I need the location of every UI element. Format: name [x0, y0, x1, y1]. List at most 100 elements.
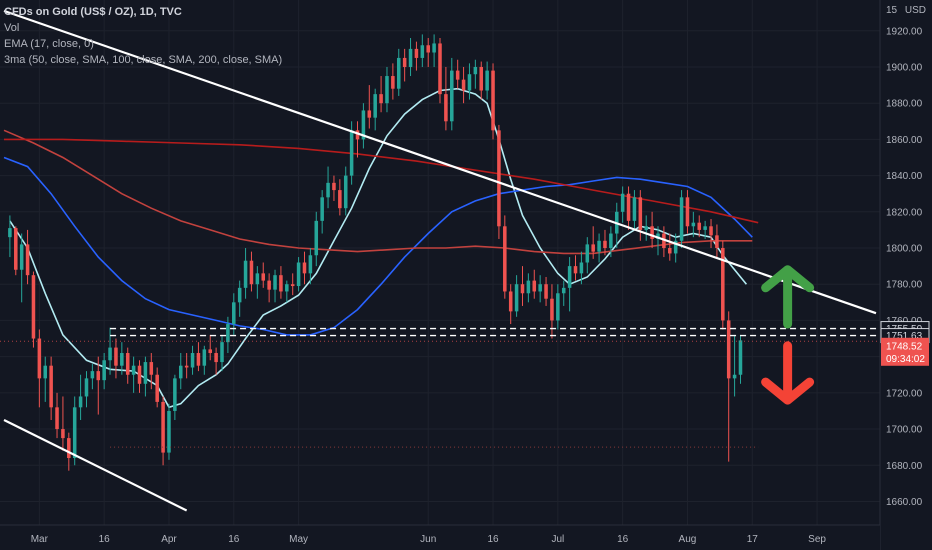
candle: [685, 190, 690, 234]
candle-body: [373, 94, 377, 118]
candle-body: [650, 226, 654, 239]
candle-body: [102, 360, 106, 381]
candle: [96, 356, 101, 415]
candle-body: [379, 94, 383, 104]
candle-body: [114, 347, 118, 366]
candle: [532, 269, 537, 299]
bar-countdown-label: 09:34:02: [886, 354, 925, 365]
candle: [656, 226, 660, 256]
candle-body: [597, 240, 601, 252]
candle-body: [656, 233, 660, 239]
candle: [72, 396, 77, 466]
symbol-title[interactable]: CFDs on Gold (US$ / OZ), 1D, TVC: [4, 6, 182, 18]
price-axis[interactable]: 1660.001680.001700.001720.001740.001760.…: [879, 0, 932, 550]
candle-body: [14, 228, 18, 270]
current-price-label: 1748.52: [886, 341, 923, 352]
price-tick-label: 1880.00: [886, 99, 923, 110]
time-tick-label: May: [289, 534, 308, 545]
candle: [243, 248, 248, 299]
candle: [591, 226, 595, 259]
candle-body: [167, 410, 171, 453]
candle-body: [473, 66, 478, 75]
candle: [455, 59, 460, 89]
candle-body: [508, 291, 513, 312]
candle: [408, 38, 413, 77]
candle-body: [609, 233, 613, 249]
candle-body: [55, 407, 59, 430]
candle: [19, 233, 24, 303]
candle-body: [414, 48, 419, 58]
current-price-tag-box: [881, 337, 929, 366]
candle-body: [585, 244, 590, 263]
candle: [326, 166, 330, 209]
candle-body: [514, 284, 519, 312]
candle: [208, 334, 212, 361]
time-tick-label: Jul: [551, 534, 564, 545]
candle-body: [691, 222, 696, 227]
candle-body: [485, 70, 489, 91]
candle-body: [84, 378, 89, 397]
candle: [715, 224, 719, 258]
price-tick-label: 1780.00: [886, 280, 923, 291]
candle: [338, 179, 342, 216]
candle-body: [155, 374, 159, 402]
candle-body: [8, 228, 12, 238]
candle: [709, 219, 713, 249]
candle-body: [685, 197, 690, 227]
candle: [102, 353, 106, 390]
time-axis[interactable]: Mar 16 Apr 16 May Jun 16 Jul 16 Aug 17 Sep: [0, 524, 880, 550]
candle-body: [532, 280, 537, 292]
candle-body: [120, 353, 124, 366]
candle: [544, 276, 548, 306]
candle-body: [285, 284, 289, 292]
candle: [302, 251, 307, 285]
time-tick-label: 16: [228, 534, 240, 545]
price-tick-label: 1660.00: [886, 497, 923, 508]
candle: [550, 284, 554, 339]
candle: [579, 251, 584, 285]
candle: [237, 280, 242, 317]
candle: [503, 215, 507, 299]
candle: [438, 38, 442, 104]
candle: [290, 273, 295, 296]
candle: [673, 233, 678, 263]
candle: [149, 353, 154, 390]
candle-body: [131, 365, 136, 375]
candle-body: [338, 190, 342, 209]
currency-label[interactable]: USD: [904, 5, 926, 16]
candle: [202, 345, 207, 375]
time-tick-label: Sep: [808, 534, 826, 545]
candle: [597, 233, 601, 263]
candle-body: [361, 110, 366, 140]
candle: [691, 211, 696, 238]
candle-body: [161, 401, 165, 453]
ema-indicator-label[interactable]: EMA (17, close, 0): [4, 38, 94, 50]
candle: [373, 88, 377, 131]
arrow-down-icon: [761, 341, 815, 405]
candle: [450, 57, 454, 131]
price-tick-label-top: 15: [886, 5, 898, 16]
candle-body: [520, 284, 525, 294]
candle: [43, 356, 48, 402]
candle: [190, 345, 195, 375]
candle-body: [679, 197, 684, 241]
candle: [61, 396, 65, 451]
candle-body: [538, 284, 542, 292]
volume-indicator-label[interactable]: Vol: [4, 22, 20, 34]
ma3-indicator-label[interactable]: 3ma (50, close, SMA, 100, close, SMA, 20…: [4, 54, 283, 66]
candle: [125, 347, 130, 384]
candles: [8, 34, 743, 471]
candle: [31, 271, 36, 348]
candle: [538, 275, 542, 303]
candle: [49, 356, 53, 420]
candle-body: [343, 175, 348, 209]
ma-line-3: [4, 138, 759, 224]
candle-body: [444, 94, 448, 122]
candle: [603, 229, 607, 256]
candle: [703, 220, 707, 239]
price-tick-label: 1860.00: [886, 135, 923, 146]
candle-body: [220, 342, 224, 363]
candle-body: [709, 226, 713, 236]
candle: [37, 329, 42, 408]
